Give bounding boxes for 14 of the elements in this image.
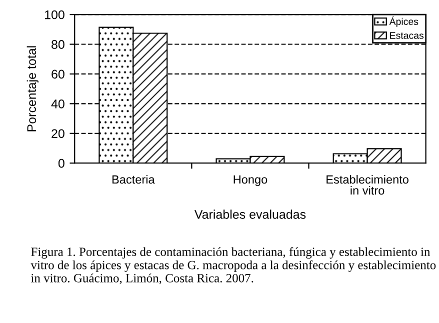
y-tick-label: 40 [51, 99, 64, 108]
y-tick-label: 20 [52, 129, 64, 138]
x-tick-label: Establecimiento in vitro [326, 175, 408, 195]
y-tick-label: 0 [58, 158, 64, 168]
x-axis-title: Variables evaluadas [194, 210, 306, 219]
y-tick-label: 100 [45, 10, 64, 20]
legend-label: Ápices [389, 16, 418, 27]
x-tick-label: Hongo [234, 175, 268, 186]
y-axis-title: Porcentaje total [26, 46, 38, 132]
x-tick-label: Bacteria [112, 175, 155, 184]
y-tick-label: 80 [52, 40, 64, 49]
text: Figura 1. Porcentajes de contaminación bacteriana, fúngica y establecimiento in vitro de los ápices y estacas de G. macropoda a la desinfección y establecimiento in vitro. Guácimo, Limón, Costa Rica. 2007. [30, 247, 436, 284]
legend-label: Estacas [390, 32, 424, 39]
y-tick-label: 60 [52, 70, 64, 79]
